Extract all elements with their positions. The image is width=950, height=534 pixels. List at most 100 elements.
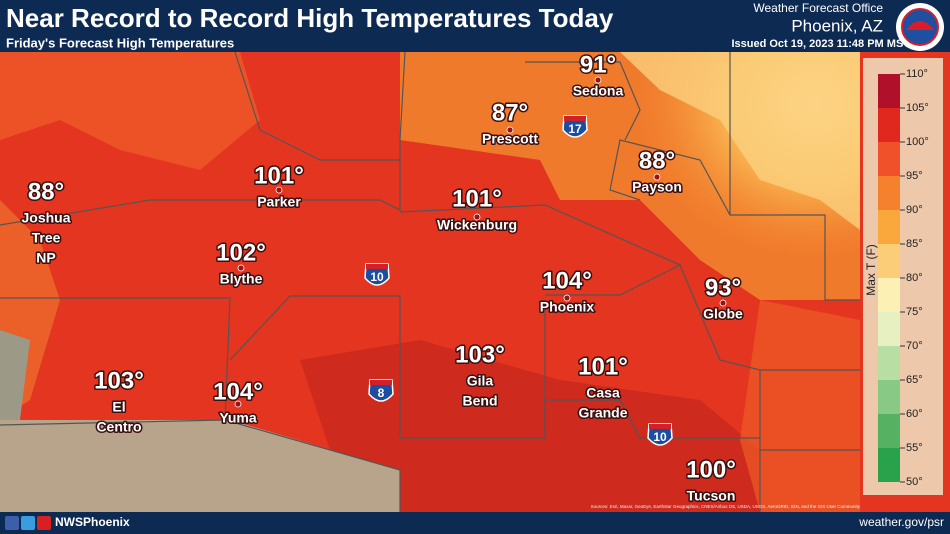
interstate-number: 8 [378,386,385,400]
social-handle: NWSPhoenix [55,515,130,529]
legend-label: 95° [906,170,923,182]
city-name: Tucson [687,488,736,504]
terrain [300,340,760,512]
city-temperature: 101° [578,353,628,380]
city-dot [473,213,481,221]
city-temperature: 101° [452,185,502,212]
terrain [0,52,260,170]
legend-label: 85° [906,238,923,250]
city-name: Tree [32,230,61,246]
desert [0,330,30,420]
legend-swatch [878,244,900,278]
city-name: Bend [463,393,498,409]
city-dot [594,76,602,84]
location: Phoenix, AZ [791,16,883,35]
legend-swatch [878,176,900,210]
boundaries [0,51,860,512]
city-temperature: 104° [213,378,263,405]
city-name: Joshua [21,210,70,226]
legend-swatch [878,108,900,142]
legend-panel [863,58,943,495]
legend-label: 70° [906,340,923,352]
interstate-shield-top [370,380,392,385]
interstate-shield-top [366,264,388,269]
city-name: Globe [703,306,743,322]
interstate-shield [647,423,673,446]
city-temperature: 103° [94,367,144,394]
city-name: Payson [632,179,682,195]
city-temperature: 87° [492,99,528,126]
city-dot [237,264,245,272]
interstate-shield [368,379,394,402]
legend-swatch [878,448,900,482]
attribution: Sources: Esri, Maxar, GeoEye, Earthstar … [591,504,861,509]
interstate-number: 10 [370,270,384,284]
terrain [740,300,860,512]
header-bar [0,0,950,52]
interstate-shield-top [564,116,586,121]
legend-swatch [878,74,900,108]
footer-bar [0,512,950,534]
city-dot [234,400,242,408]
city-name: Casa [586,385,620,401]
city-name: Sedona [573,83,624,99]
legend-label: 60° [906,408,923,420]
legend-swatch [878,312,900,346]
city-name: Centro [96,419,141,435]
city-dot [653,173,661,181]
city-dot [506,126,514,134]
city-name: Prescott [482,131,538,147]
city-name: Parker [257,194,301,210]
website: weather.gov/psr [858,515,944,529]
interstate-shield-top [649,424,671,429]
city-temperature: 93° [705,274,741,301]
legend-label: 80° [906,272,923,284]
city-name: Blythe [220,271,263,287]
legend-swatch [878,210,900,244]
city-temperature: 102° [216,239,266,266]
interstate-shield [364,263,390,286]
city-name: Gila [467,373,494,389]
city-name: Grande [578,405,627,421]
legend-label: 110° [906,68,928,80]
city-dot [719,299,727,307]
desert [0,420,400,512]
city-temperature: 88° [28,178,64,205]
legend-swatch [878,278,900,312]
interstate-number: 10 [653,430,667,444]
city-dot [563,294,571,302]
legend-label: 65° [906,374,923,386]
issued: Issued Oct 19, 2023 11:48 PM MST [731,38,910,50]
legend-title: Max T (F) [864,244,878,296]
city-name: Wickenburg [437,217,517,233]
city-temperature: 104° [542,267,592,294]
social-icons [5,516,51,530]
office: Weather Forecast Office [753,1,883,15]
legend-swatch [878,346,900,380]
legend-swatch [878,414,900,448]
terrain [620,52,860,230]
city-temperature: 103° [455,341,505,368]
subtitle: Friday's Forecast High Temperatures [6,35,234,50]
legend-label: 75° [906,306,923,318]
city-name: NP [36,250,55,266]
legend-label: 90° [906,204,923,216]
legend-swatch [878,142,900,176]
city-name: El [112,399,125,415]
legend-label: 55° [906,442,923,454]
legend-label: 50° [906,476,923,488]
city-name: Yuma [219,410,257,426]
city-temperature: 101° [254,162,304,189]
city-dot [275,186,283,194]
city-temperature: 88° [639,147,675,174]
city-temperature: 100° [686,456,736,483]
legend-label: 105° [906,102,929,114]
city-temperature: 91° [580,51,616,78]
interstate-shield [562,115,588,138]
legend-label: 100° [906,136,929,148]
city-name: Phoenix [540,299,595,315]
nws-logo [896,3,944,51]
title: Near Record to Record High Temperatures … [6,3,614,33]
interstate-number: 17 [568,122,582,136]
